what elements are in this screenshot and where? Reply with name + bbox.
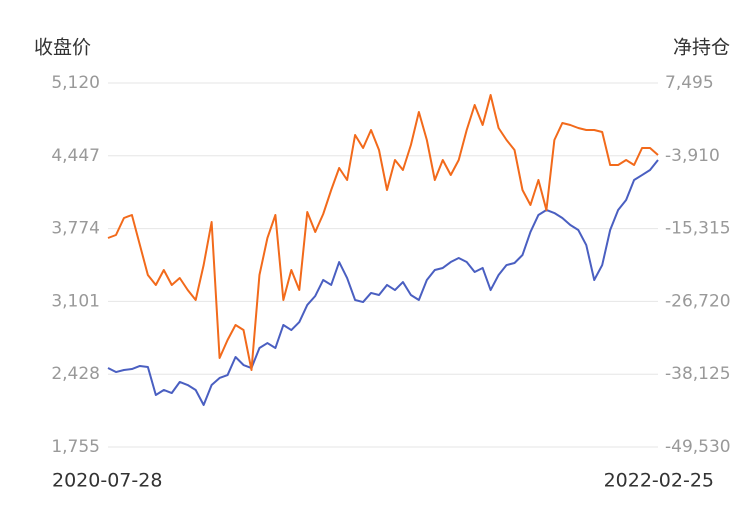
y-axis-title: 收盘价 [34, 37, 91, 59]
y-tick-label: 4,447 [51, 146, 100, 166]
line-series [107, 94, 659, 371]
y-tick-label: 1,755 [51, 437, 100, 457]
x-tick-label: 2020-07-28 [52, 470, 162, 492]
y2-axis-title: 净持仓 [673, 37, 730, 59]
y2-tick-label: -38,125 [665, 364, 731, 384]
y2-tick-label: -15,315 [665, 219, 731, 239]
y-tick-label: 2,428 [51, 364, 100, 384]
x-tick-label: 2022-02-25 [604, 470, 714, 492]
y2-tick-label: -26,720 [665, 291, 731, 311]
y-tick-label: 3,774 [51, 219, 100, 239]
y-tick-label: 3,101 [51, 291, 100, 311]
line-series [107, 159, 659, 407]
y2-tick-label: -49,530 [665, 437, 731, 457]
y-tick-label: 5,120 [51, 73, 100, 93]
y2-tick-label: 7,495 [665, 73, 714, 93]
y2-tick-label: -3,910 [665, 146, 720, 166]
